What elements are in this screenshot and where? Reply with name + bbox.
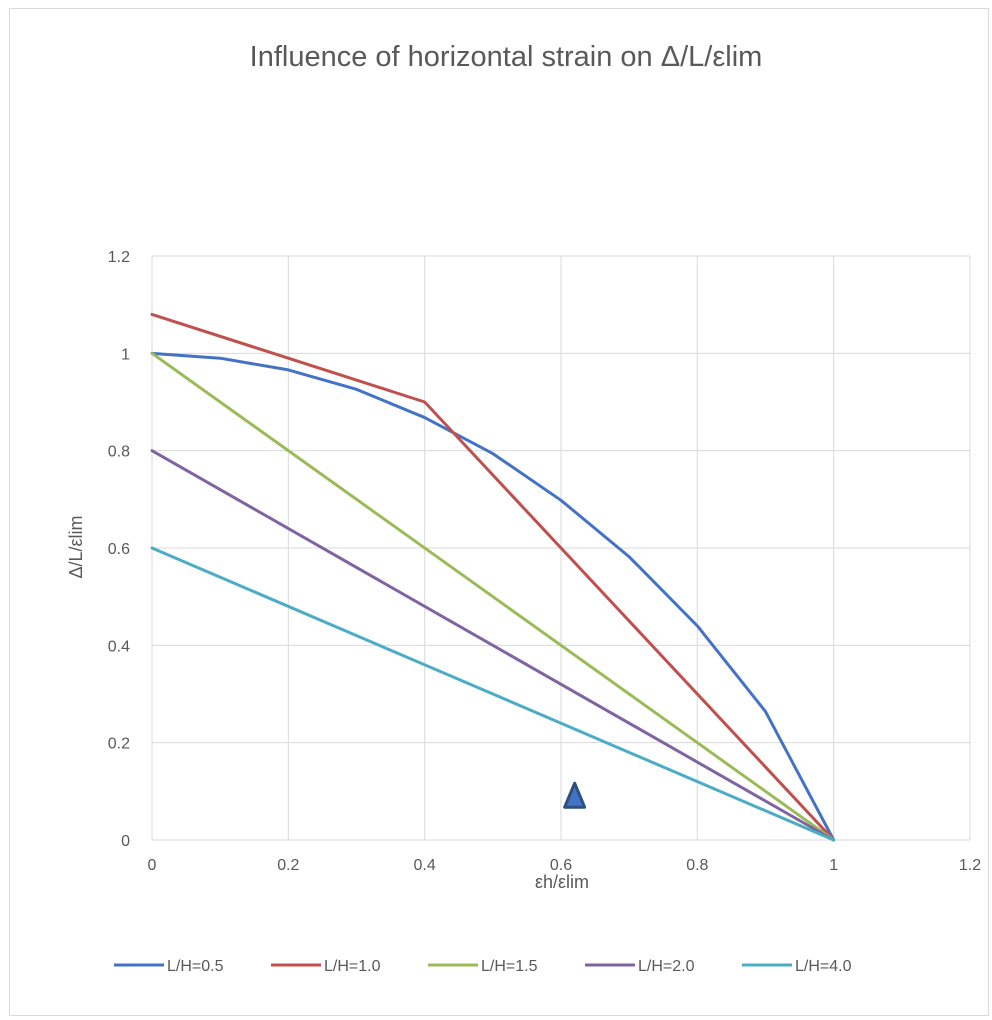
y-tick-label: 1 [121,346,130,363]
annotation-layer [563,781,587,809]
ticks: 0 0.2 0.4 0.6 0.8 1 1.2 0 0.2 0.4 0.6 0.8 1 1.2 [108,249,981,874]
x-tick-label: 0.2 [277,857,299,874]
legend-label: L/H=0.5 [167,958,224,975]
series-line-5 [150,546,836,842]
chart-title: Influence of horizontal strain on Δ/L/εl… [250,41,763,73]
x-tick-label: 0 [148,857,157,874]
x-tick-label: 0.4 [414,857,436,874]
legend-label: L/H=1.5 [481,958,538,975]
x-tick-label: 1.2 [959,857,981,874]
series-line-1 [150,351,836,842]
legend-label: L/H=4.0 [795,958,852,975]
y-tick-label: 1.2 [108,249,130,266]
series-layer [150,312,836,842]
x-tick-label: 1 [829,857,838,874]
series-line-3 [150,351,836,842]
chart-frame [9,8,989,1016]
y-tick-label: 0.4 [108,638,130,655]
series-line-4 [150,449,836,842]
y-tick-label: 0.8 [108,444,130,461]
x-axis-label: εh/εlim [535,872,589,892]
legend-label: L/H=2.0 [638,958,695,975]
y-tick-label: 0.2 [108,736,130,753]
y-tick-label: 0.6 [108,541,130,558]
triangle-marker [563,781,587,809]
x-tick-label: 0.6 [550,857,572,874]
x-tick-label: 0.8 [686,857,708,874]
series-line-2 [150,312,836,842]
legend: L/H=0.5 L/H=1.0 L/H=1.5 L/H=2.0 L/H=4.0 [114,958,852,975]
y-axis-label: Δ/L/εlim [66,515,86,578]
legend-label: L/H=1.0 [324,958,381,975]
y-tick-label: 0 [121,833,130,850]
